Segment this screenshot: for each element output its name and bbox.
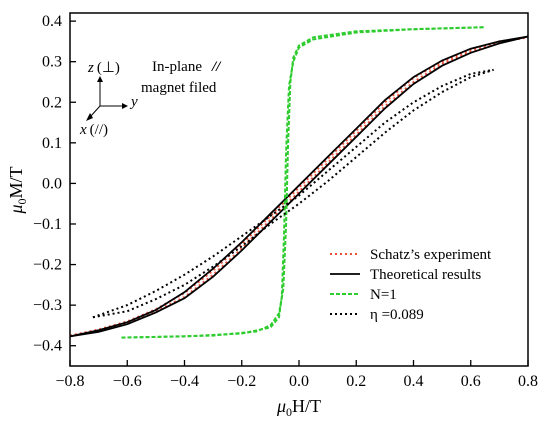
annot-line2: magnet filed [141,80,217,96]
annot-x-sym: (//) [90,122,108,138]
legend-label-1: Theoretical results [370,267,481,283]
plot-frame [69,12,529,367]
x-tick-label: 0.8 [518,373,538,390]
x-tick-label: −0.6 [113,373,142,390]
y-tick-label: 0.2 [42,94,62,111]
y-label-prefix: μ [6,204,26,214]
y-tick-label: 0.0 [42,175,62,192]
y-tick-label: 0.1 [42,135,62,152]
series-0-lower-branch [69,36,529,337]
y-tick-label: −0.1 [33,216,62,233]
y-tick-label: 0.3 [42,54,62,71]
annot-y-arrowhead [122,103,128,109]
x-tick-label: −0.8 [55,373,84,390]
series-1-upper-branch [69,35,529,338]
x-tick-label: 0.4 [404,373,424,390]
x-ticks: −0.8 −0.6 −0.4 −0.2 0.0 0.2 0.4 0.6 0.8 [55,360,538,390]
legend-label-3: η =0.089 [370,307,424,323]
x-label-prefix: μ [276,396,286,416]
series-1-lower-branch [69,35,529,338]
x-tick-label: 0.6 [461,373,481,390]
annot-line1-sym: // [211,59,222,75]
x-tick-label: 0.0 [289,373,309,390]
curves [69,26,529,339]
y-ticks: −0.4 −0.3 −0.2 −0.1 0.0 0.1 0.2 0.3 0.4 [33,13,76,355]
y-tick-label: −0.3 [33,297,62,314]
annot-x-arrowhead [86,113,93,121]
y-tick-label: 0.4 [42,13,62,30]
annot-x-arrow [89,105,101,118]
annot-y-label: y [129,94,138,110]
x-label-sub: 0 [286,405,292,419]
y-label-suffix: M/T [6,166,26,198]
annot-line1-text: In-plane [152,59,202,75]
annot-z-arrowhead [97,76,103,82]
x-axis-label: μ0H/T [276,396,321,419]
annot-line1: In-plane // [152,59,222,75]
legend-label-0: Schatz’s experiment [370,247,492,263]
annot-z: z [87,60,94,76]
axis-annotation: z (⊥) y x (//) In-plane // magnet filed [79,59,222,138]
x-tick-label: −0.4 [170,373,199,390]
x-tick-label: 0.2 [346,373,366,390]
annot-x-label: x (//) [79,122,108,138]
axes [69,12,529,367]
y-axis-label: μ0M/T [6,166,29,214]
annot-z-sym: (⊥) [97,60,120,76]
x-label-suffix: H/T [292,396,321,416]
y-tick-label: −0.2 [33,257,62,274]
series-0-upper-branch [69,36,529,337]
series-3-lower-branch [92,68,494,319]
series-3-upper-branch [92,68,494,319]
y-tick-label: −0.4 [33,338,62,355]
annot-z-label: z (⊥) [87,60,120,76]
series-2-lower-branch [121,26,486,339]
legend-label-2: N=1 [370,287,397,303]
y-label-sub: 0 [15,198,29,204]
annot-x: x [79,122,87,138]
x-tick-label: −0.2 [227,373,256,390]
legend: Schatz’s experiment Theoretical results N=… [330,247,492,323]
